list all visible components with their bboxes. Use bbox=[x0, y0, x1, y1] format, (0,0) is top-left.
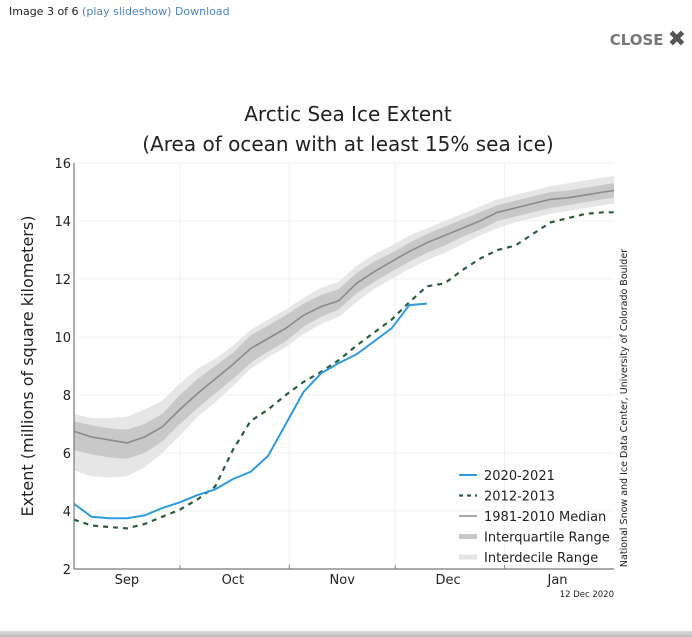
y-tick-label: 14 bbox=[54, 215, 71, 230]
chart-title: Arctic Sea Ice Extent bbox=[244, 102, 452, 126]
x-tick-label: Nov bbox=[330, 573, 356, 588]
legend-label: 2020-2021 bbox=[484, 469, 555, 484]
y-tick-label: 16 bbox=[54, 157, 71, 172]
interdecile-band bbox=[74, 176, 614, 478]
interquartile-band bbox=[74, 183, 614, 459]
download-link[interactable]: Download bbox=[174, 5, 230, 18]
x-tick-label: Jan bbox=[547, 573, 568, 588]
x-tick-label: Sep bbox=[115, 573, 140, 588]
median-line bbox=[73, 189, 615, 444]
close-button[interactable]: CLOSE ✖ bbox=[609, 27, 686, 52]
y-tick-label: 2 bbox=[63, 563, 71, 578]
y-tick-label: 4 bbox=[63, 505, 71, 520]
x-tick-label: Dec bbox=[436, 573, 461, 588]
legend-label: Interquartile Range bbox=[484, 531, 610, 546]
credit-text: National Snow and Ice Data Center, Unive… bbox=[619, 249, 630, 567]
x-tick-label: Oct bbox=[222, 573, 244, 588]
legend-label: 1981-2010 Median bbox=[484, 510, 606, 525]
y-tick-label: 6 bbox=[63, 447, 71, 462]
series-2012-2013-line bbox=[73, 211, 614, 530]
date-stamp: 12 Dec 2020 bbox=[560, 590, 614, 600]
y-tick-label: 8 bbox=[63, 389, 71, 404]
legend-label: Interdecile Range bbox=[484, 551, 598, 566]
legend-label: 2012-2013 bbox=[484, 490, 555, 505]
close-label: CLOSE bbox=[609, 31, 664, 49]
series-2020-2021-line bbox=[73, 302, 427, 520]
y-tick-label: 12 bbox=[54, 273, 71, 288]
image-counter-bar: Image 3 of 6 (play slideshow) Download bbox=[9, 5, 230, 18]
image-counter: Image 3 of 6 bbox=[9, 5, 79, 18]
chart-subtitle: (Area of ocean with at least 15% sea ice… bbox=[142, 132, 553, 156]
play-slideshow-link[interactable]: (play slideshow) bbox=[82, 5, 172, 18]
y-axis-label: Extent (millions of square kilometers) bbox=[18, 216, 37, 517]
close-x-icon: ✖ bbox=[667, 27, 686, 52]
y-tick-label: 10 bbox=[54, 331, 71, 346]
bottom-scroll-strip bbox=[0, 631, 692, 637]
